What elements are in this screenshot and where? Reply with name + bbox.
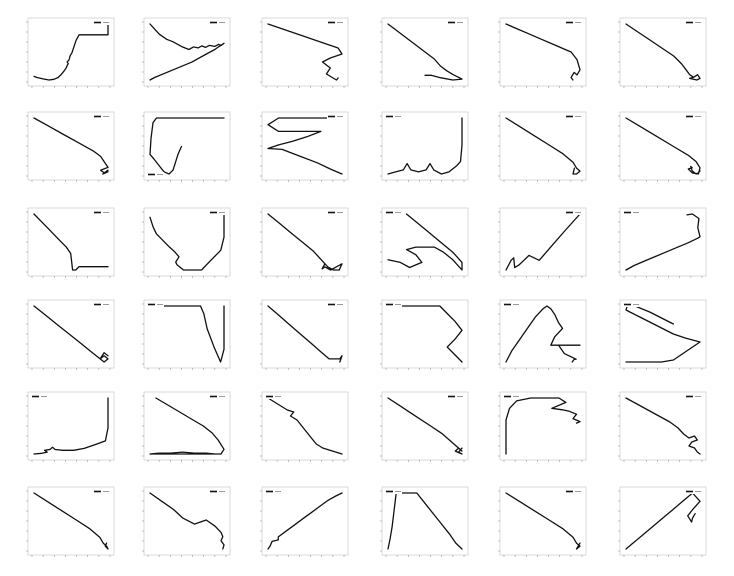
legend (447, 394, 464, 399)
trajectory-chart (380, 16, 470, 88)
trajectory-chart (142, 298, 232, 370)
trajectory-chart (260, 16, 350, 88)
legend (327, 114, 344, 119)
trajectory-chart (380, 110, 470, 182)
trajectory-chart (618, 206, 708, 278)
trajectory-chart (260, 110, 350, 182)
legend (685, 20, 702, 25)
legend (147, 172, 164, 177)
legend (209, 489, 226, 494)
trajectory-chart (26, 16, 116, 88)
plot-frame (382, 208, 468, 276)
plot-frame (500, 208, 586, 276)
trajectory-chart (260, 206, 350, 278)
legend (265, 489, 282, 494)
legend (147, 302, 164, 307)
legend (565, 20, 582, 25)
trajectory-chart (380, 298, 470, 370)
legend (327, 302, 344, 307)
plot-frame (500, 392, 586, 460)
legend (685, 489, 702, 494)
plot-frame (28, 18, 114, 86)
plot-frame (500, 18, 586, 86)
trajectory-chart (498, 485, 588, 557)
legend (685, 114, 702, 119)
plot-frame (144, 300, 230, 368)
trajectory-chart (142, 485, 232, 557)
trajectory-chart (380, 390, 470, 462)
legend (447, 20, 464, 25)
trajectory-chart (142, 16, 232, 88)
trajectory-chart (498, 110, 588, 182)
trajectory-chart (498, 206, 588, 278)
trajectory-chart (618, 110, 708, 182)
legend (31, 394, 48, 399)
legend (93, 20, 110, 25)
plot-frame (262, 18, 348, 86)
legend (565, 489, 582, 494)
trajectory-chart (26, 390, 116, 462)
trajectory-chart (142, 206, 232, 278)
trajectory-chart (618, 16, 708, 88)
trajectory-chart (26, 206, 116, 278)
legend (265, 394, 282, 399)
plot-frame (144, 392, 230, 460)
legend (623, 302, 640, 307)
legend (209, 20, 226, 25)
legend (385, 489, 402, 494)
trajectory-chart (26, 485, 116, 557)
legend (623, 210, 640, 215)
trajectory-chart (260, 298, 350, 370)
legend (327, 210, 344, 215)
legend (93, 302, 110, 307)
legend (503, 394, 520, 399)
legend (685, 394, 702, 399)
trajectory-chart (380, 206, 470, 278)
plot-frame (620, 300, 706, 368)
plot-frame (262, 300, 348, 368)
legend (385, 210, 402, 215)
trajectory-chart (618, 390, 708, 462)
trajectory-chart (260, 485, 350, 557)
trajectory-chart (618, 485, 708, 557)
legend (93, 489, 110, 494)
legend (503, 302, 520, 307)
plot-frame (382, 487, 468, 555)
plot-frame (382, 300, 468, 368)
trajectory-chart (498, 16, 588, 88)
legend (327, 20, 344, 25)
trajectory-chart (260, 390, 350, 462)
legend (209, 210, 226, 215)
legend (565, 210, 582, 215)
trajectory-chart (26, 110, 116, 182)
trajectory-chart (26, 298, 116, 370)
plot-frame (144, 208, 230, 276)
plot-frame (144, 18, 230, 86)
plot-frame (144, 112, 230, 180)
trajectory-chart (618, 298, 708, 370)
plot-frame (262, 208, 348, 276)
trajectory-chart (498, 298, 588, 370)
legend (385, 302, 402, 307)
plot-frame (620, 487, 706, 555)
trajectory-chart (142, 110, 232, 182)
legend (565, 114, 582, 119)
plot-frame (28, 208, 114, 276)
plot-frame (262, 487, 348, 555)
trajectory-chart (498, 390, 588, 462)
trajectory-chart (142, 390, 232, 462)
legend (93, 210, 110, 215)
legend (385, 114, 402, 119)
legend (209, 394, 226, 399)
trajectory-chart (380, 485, 470, 557)
legend (93, 114, 110, 119)
